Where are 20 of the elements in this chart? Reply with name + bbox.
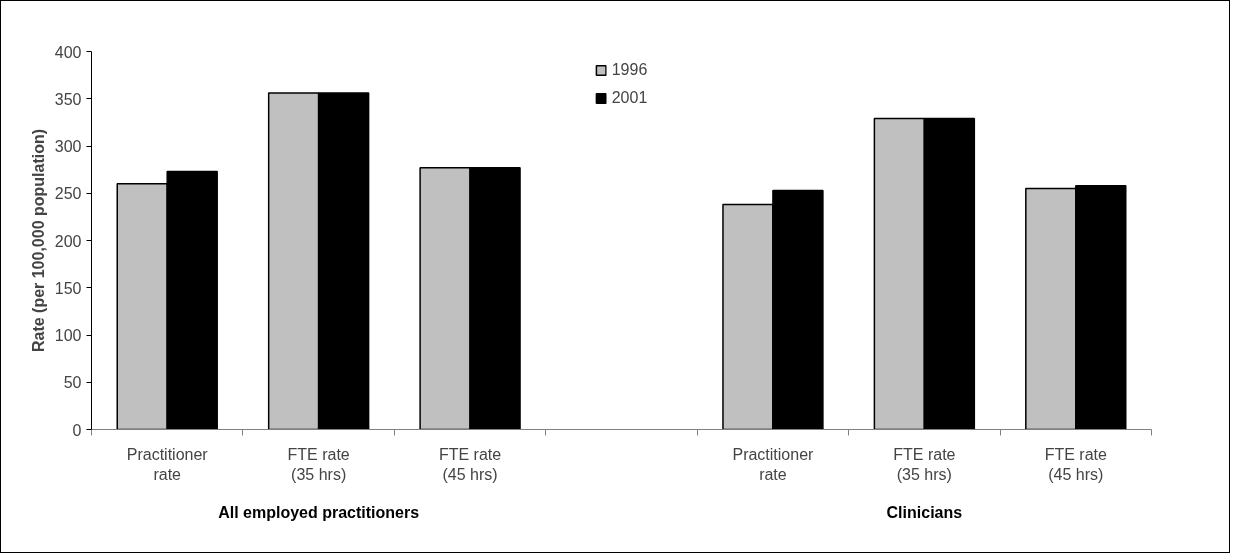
text: Clinicians [886, 503, 963, 521]
text: All employed practitioners [218, 503, 420, 521]
y-tick-label: 300 [54, 138, 82, 155]
x-tick-label: FTE rate (45 hrs) [438, 445, 502, 483]
y-tick-label: 150 [54, 279, 82, 297]
x-tick-label: Practitioner rate [126, 445, 209, 483]
y-axis-title: Rate (per 100,000 population) [29, 128, 47, 353]
y-tick-label: 250 [54, 185, 82, 203]
x-tick-label: Practitioner rate [732, 445, 815, 483]
x-tick-label: FTE rate (45 hrs) [1044, 445, 1107, 483]
y-tick-label: 50 [63, 374, 82, 392]
y-tick-label: 350 [54, 90, 82, 108]
y-tick-label: 100 [54, 327, 82, 344]
y-tick-label: 200 [54, 232, 82, 250]
y-tick-label: 0 [72, 421, 82, 439]
x-tick-label: FTE rate (35 hrs) [287, 445, 350, 483]
legend-label: 2001 [611, 89, 648, 107]
legend-label: 1996 [611, 61, 648, 79]
x-tick-label: FTE rate (35 hrs) [893, 445, 956, 483]
y-tick-label: 400 [54, 43, 82, 61]
